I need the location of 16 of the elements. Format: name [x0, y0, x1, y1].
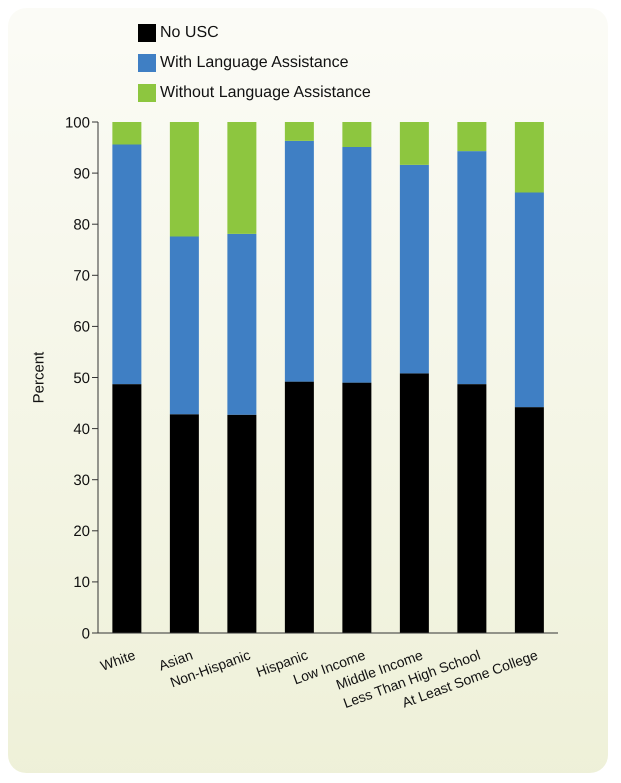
y-tick-label: 50: [73, 370, 90, 387]
legend-label: Without Language Assistance: [160, 83, 372, 103]
legend-label: With Language Assistance: [160, 53, 350, 73]
legend-label: No USC: [160, 23, 220, 43]
y-tick-label: 70: [73, 268, 90, 285]
y-tick-label: 90: [73, 165, 90, 182]
y-tick-label: 80: [73, 216, 90, 234]
y-tick-label: 60: [73, 318, 90, 336]
y-tick-label: 10: [73, 574, 90, 592]
y-tick-label: 40: [73, 420, 90, 438]
y-axis-title: Percent: [30, 350, 48, 404]
y-tick-label: 20: [73, 523, 90, 540]
x-tick-label: White: [98, 646, 138, 674]
y-tick-label: 0: [82, 625, 90, 642]
y-tick-label: 30: [73, 472, 90, 490]
y-tick-label: 100: [64, 114, 90, 132]
